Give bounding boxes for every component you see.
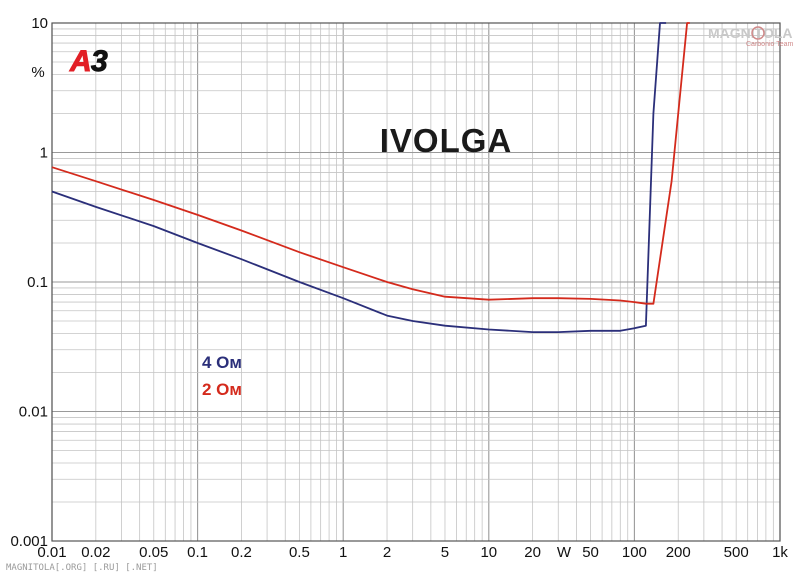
x-tick-label: 20	[524, 544, 541, 561]
y-tick-label: 10	[31, 15, 48, 32]
y-axis: 10 1 0.1 0.01 0.001	[10, 15, 48, 550]
x-tick-label: 0.2	[231, 544, 252, 561]
x-tick-label: 5	[441, 544, 449, 561]
series-layer	[51, 22, 690, 334]
x-axis: 0.01 0.02 0.05 0.1 0.2 0.5 1 2 5 10 20 50 100 200 500 1…	[37, 544, 788, 561]
x-tick-label: 200	[666, 544, 691, 561]
x-tick-label: 500	[724, 544, 749, 561]
x-tick-label: 10	[480, 544, 497, 561]
x-tick-label: 50	[582, 544, 599, 561]
chart-title: IVOLGA	[380, 122, 513, 159]
svg-text:Carbonio Team: Carbonio Team	[746, 41, 794, 48]
x-tick-label: 0.1	[187, 544, 208, 561]
x-tick-label: 1	[339, 544, 347, 561]
plot-frame	[51, 22, 781, 542]
grid	[51, 22, 781, 542]
circle-icon	[751, 26, 765, 40]
x-tick-label: 100	[622, 544, 647, 561]
series-line-4-ohm	[51, 22, 667, 334]
svg-text:MAGNITOLA: MAGNITOLA	[708, 25, 793, 41]
legend-4-ohm: 4 Ом	[202, 353, 242, 372]
svg-text:A: A	[69, 45, 92, 78]
a3-logo: A 3	[69, 45, 109, 79]
series-line-2-ohm	[51, 22, 690, 305]
x-axis-unit-label: W	[557, 544, 572, 561]
x-tick-label: 0.02	[81, 544, 110, 561]
x-tick-label: 0.05	[139, 544, 168, 561]
y-axis-unit-label: %	[31, 64, 44, 81]
x-tick-label: 1k	[772, 544, 788, 561]
x-tick-label: 0.01	[37, 544, 66, 561]
legend-2-ohm: 2 Ом	[202, 380, 242, 399]
x-tick-label: 2	[383, 544, 391, 561]
magnitola-corner-logo: MAGNITOLA Carbonio Team	[708, 25, 794, 48]
y-tick-label: 1	[40, 145, 48, 162]
watermark: MAGNITOLA[.ORG] [.RU] [.NET]	[6, 563, 158, 573]
svg-text:3: 3	[91, 45, 108, 78]
x-tick-label: 0.5	[289, 544, 310, 561]
y-tick-label: 0.001	[10, 533, 48, 550]
y-tick-label: 0.1	[27, 274, 48, 291]
y-tick-label: 0.01	[19, 404, 48, 421]
